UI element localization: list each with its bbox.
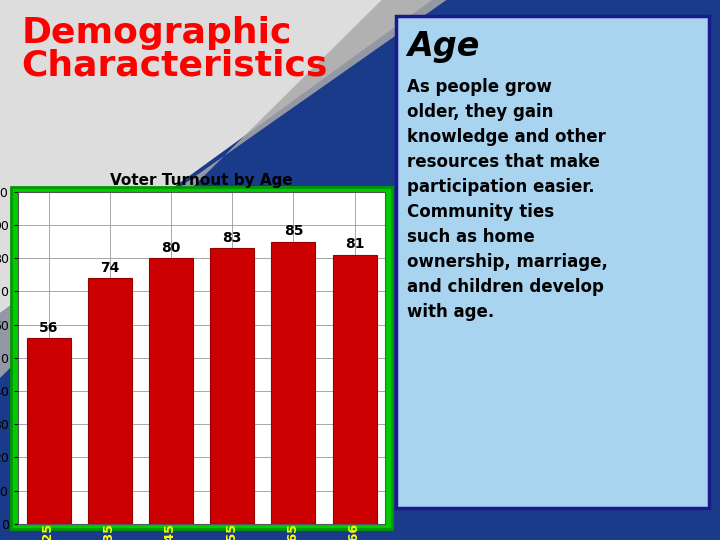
FancyBboxPatch shape bbox=[11, 187, 392, 529]
Bar bbox=[27, 338, 71, 524]
Bar bbox=[210, 248, 254, 524]
Polygon shape bbox=[202, 173, 396, 335]
Text: 85: 85 bbox=[284, 224, 303, 238]
Bar bbox=[333, 255, 377, 524]
Text: 80: 80 bbox=[161, 241, 181, 255]
Text: Age: Age bbox=[407, 30, 480, 63]
Bar bbox=[271, 241, 315, 524]
Bar bbox=[88, 278, 132, 524]
Polygon shape bbox=[0, 0, 446, 378]
Polygon shape bbox=[0, 0, 432, 313]
Text: As people grow
older, they gain
knowledge and other
resources that make
particip: As people grow older, they gain knowledg… bbox=[407, 78, 608, 321]
Bar bbox=[149, 258, 193, 524]
Text: 74: 74 bbox=[100, 261, 120, 275]
Text: 83: 83 bbox=[222, 231, 242, 245]
FancyBboxPatch shape bbox=[396, 16, 709, 508]
Title: Voter Turnout by Age: Voter Turnout by Age bbox=[110, 173, 293, 188]
Text: Demographic
Characteristics: Demographic Characteristics bbox=[22, 16, 328, 83]
Text: 81: 81 bbox=[345, 238, 364, 252]
Text: 56: 56 bbox=[39, 321, 58, 334]
